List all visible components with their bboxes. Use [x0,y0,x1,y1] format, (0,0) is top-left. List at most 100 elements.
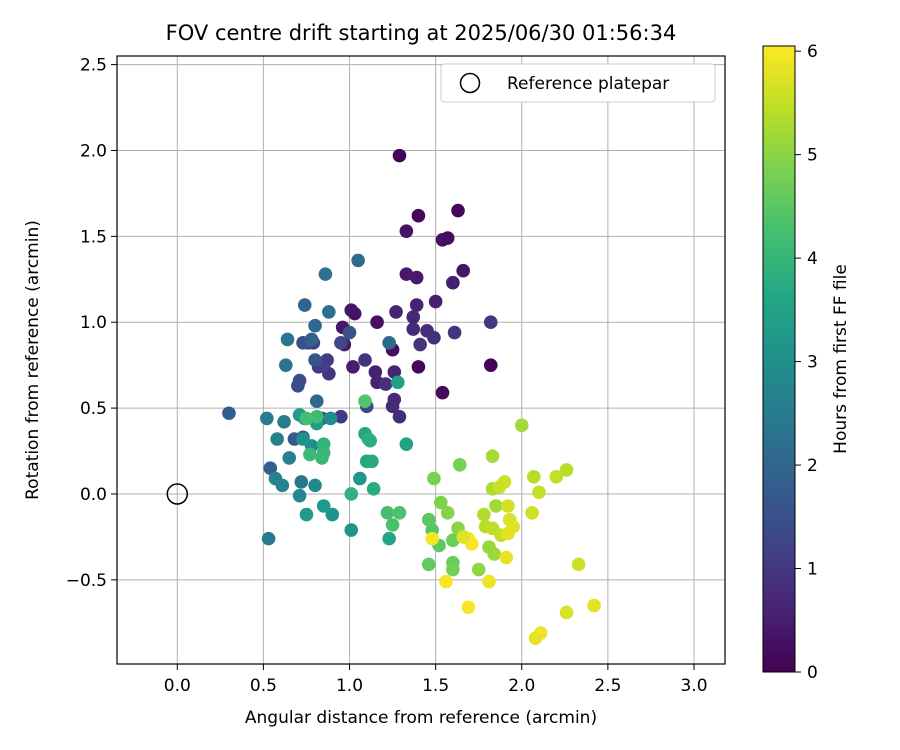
legend-label: Reference platepar [507,74,669,94]
data-point [363,433,377,448]
data-point [525,506,539,520]
data-point [559,463,574,477]
data-point [514,418,529,433]
data-point [299,411,314,426]
data-point [365,454,379,469]
data-point [446,562,460,577]
data-point [370,315,384,330]
data-point [435,385,450,400]
colorbar-tick-label: 6 [807,42,818,62]
x-tick-label: 2.0 [508,676,535,696]
y-axis-label: Rotation from reference (arcmin) [23,220,43,500]
data-point [342,325,357,340]
data-point [351,253,365,268]
data-point [358,394,372,409]
data-point [559,605,574,620]
data-point [382,336,396,350]
colorbar-tick-label: 5 [807,146,818,166]
data-point [322,305,336,319]
data-point [411,208,426,223]
x-axis-ticks: 0.0 0.5 1.0 1.5 2.0 2.5 3.0 [164,664,708,696]
y-tick-label: 2.5 [80,56,107,76]
data-point [382,531,396,546]
data-point [294,475,309,489]
data-point [315,451,329,465]
data-point [392,409,407,424]
chart-title: FOV centre drift starting at 2025/06/30 … [166,21,677,45]
data-point [308,353,322,367]
data-point [280,332,295,347]
data-point [413,337,427,352]
data-point [549,469,564,484]
colorbar-label: Hours from first FF file [831,264,851,454]
x-tick-label: 0.5 [250,676,277,696]
data-point [527,469,541,484]
scatter-points [222,148,601,646]
data-point [358,353,372,367]
y-tick-label: 0.5 [80,399,107,419]
data-point [334,409,348,424]
data-point [389,305,403,319]
data-point [390,375,405,390]
data-point [366,482,381,496]
data-point [325,507,340,522]
data-point [477,507,491,522]
colorbar-tick-label: 0 [807,663,818,683]
data-point [263,461,278,476]
data-point [428,294,443,309]
data-point [292,488,307,503]
data-point [387,365,402,379]
x-tick-label: 1.5 [422,676,449,696]
data-point [425,531,439,546]
data-point [316,499,331,513]
data-point [222,406,236,421]
data-point [406,322,421,336]
data-point [471,562,486,577]
y-tick-label: 1.5 [80,227,107,247]
data-point [261,531,276,546]
data-point [303,447,317,462]
x-axis-label: Angular distance from reference (arcmin) [245,708,597,728]
data-point [282,451,297,465]
colorbar-tick-label: 1 [807,560,818,580]
data-point [452,457,467,472]
y-tick-label: −0.5 [66,571,107,591]
data-point [499,550,514,565]
data-point [270,432,284,446]
data-point [439,574,453,589]
data-point [392,148,407,163]
data-point [296,432,310,446]
data-point [309,409,324,424]
colorbar-tick-label: 2 [807,456,818,476]
data-point [482,574,496,589]
data-point [587,598,601,613]
legend-box [440,63,716,103]
data-point [399,267,414,281]
data-point [487,547,502,561]
data-point [528,631,543,646]
data-point [308,318,322,333]
y-tick-label: 1.0 [80,313,107,333]
data-point [446,533,460,548]
data-point [421,557,436,572]
data-point [427,471,441,486]
data-point [260,411,274,426]
data-point [344,303,359,317]
data-point [278,358,293,372]
data-point [399,437,414,451]
data-point [451,203,465,218]
y-tick-label: 2.0 [80,141,107,161]
grid [117,56,725,664]
x-tick-label: 1.0 [336,676,363,696]
data-point [421,512,436,527]
y-axis-ticks: −0.5 0.0 0.5 1.0 1.5 2.0 2.5 [66,56,117,591]
data-point [275,478,290,493]
x-tick-label: 0.0 [164,676,191,696]
colorbar-tick-label: 4 [807,249,818,269]
data-point [344,487,359,501]
data-point [461,600,476,615]
data-point [485,449,500,463]
data-point [409,270,424,285]
data-point [447,325,462,340]
data-point [483,358,498,372]
